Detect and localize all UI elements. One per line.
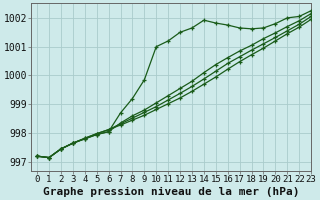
X-axis label: Graphe pression niveau de la mer (hPa): Graphe pression niveau de la mer (hPa) <box>43 186 300 197</box>
